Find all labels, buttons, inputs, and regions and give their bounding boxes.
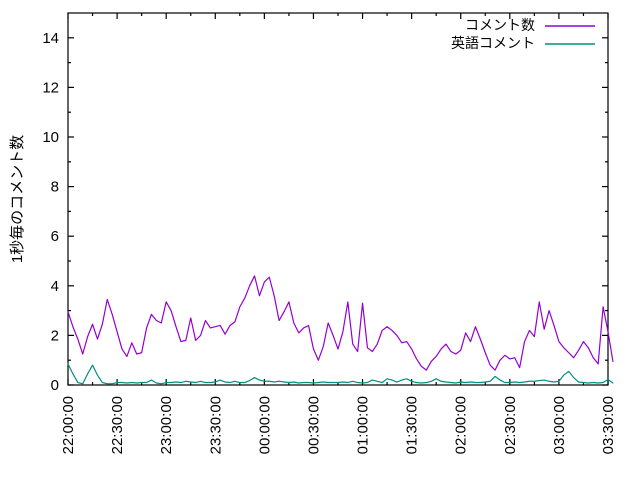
x-tick-label: 22:00:00 bbox=[60, 396, 77, 454]
x-tick-label: 02:00:00 bbox=[453, 396, 470, 454]
x-tick-label: 01:00:00 bbox=[355, 396, 372, 454]
x-tick-label: 23:30:00 bbox=[207, 396, 224, 454]
y-tick-label: 8 bbox=[51, 179, 59, 196]
legend-label-1: コメント数 bbox=[465, 17, 535, 33]
x-tick-label: 01:30:00 bbox=[404, 396, 421, 454]
y-tick-label: 0 bbox=[51, 377, 59, 394]
x-tick-label: 23:00:00 bbox=[158, 396, 175, 454]
x-tick-label: 00:30:00 bbox=[305, 396, 322, 454]
x-tick-label: 03:30:00 bbox=[600, 396, 617, 454]
y-tick-label: 6 bbox=[51, 228, 59, 245]
y-tick-label: 2 bbox=[51, 327, 59, 344]
series-line-1 bbox=[67, 275, 614, 371]
y-tick-label: 4 bbox=[51, 278, 59, 295]
plot-frame bbox=[67, 12, 609, 386]
legend-label-2: 英語コメント bbox=[451, 35, 535, 51]
x-tick-label: 02:30:00 bbox=[502, 396, 519, 454]
y-tick-label: 10 bbox=[42, 129, 59, 146]
x-tick-label: 22:30:00 bbox=[109, 396, 126, 454]
y-tick-label: 12 bbox=[42, 79, 59, 96]
y-axis-title: 1秒毎のコメント数 bbox=[9, 135, 26, 263]
x-tick-label: 03:00:00 bbox=[551, 396, 568, 454]
x-tick-label: 00:00:00 bbox=[256, 396, 273, 454]
series-line-2 bbox=[67, 363, 614, 385]
y-tick-label: 14 bbox=[42, 30, 59, 47]
